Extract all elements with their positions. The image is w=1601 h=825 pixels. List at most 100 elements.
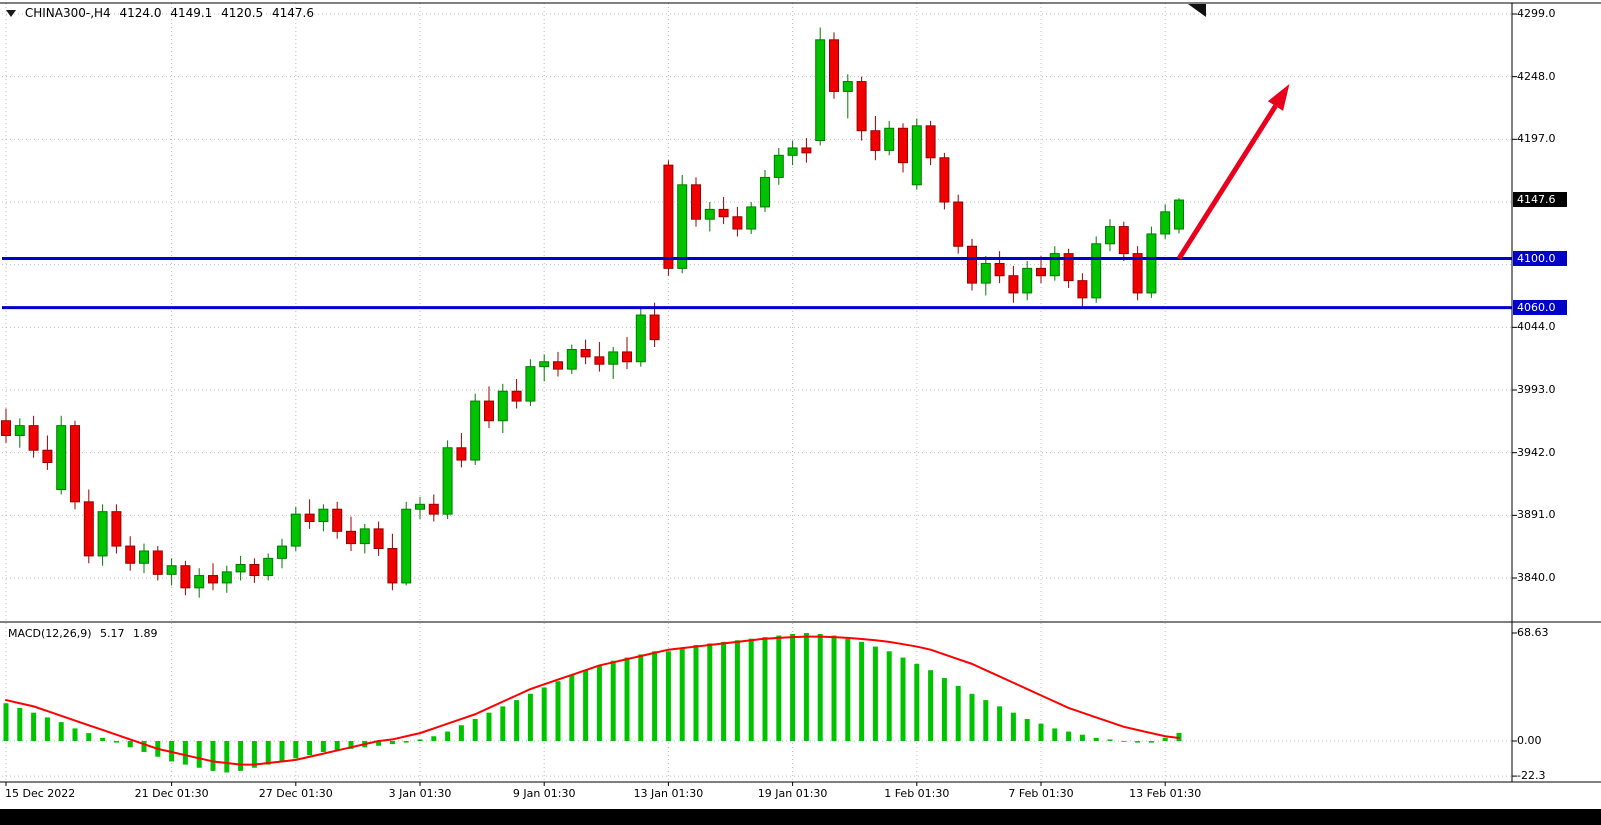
price-axis-label: 3891.0 bbox=[1517, 508, 1556, 522]
candle bbox=[856, 81, 867, 132]
symbol-dropdown-icon[interactable] bbox=[6, 10, 16, 17]
candle bbox=[359, 528, 370, 545]
macd-histogram-bar bbox=[762, 637, 768, 741]
symbol-name: CHINA300-,H4 bbox=[24, 6, 111, 20]
indicator-name: MACD(12,26,9) bbox=[8, 627, 92, 640]
macd-axis-label: 0.00 bbox=[1517, 734, 1542, 747]
candle bbox=[994, 262, 1005, 277]
macd-histogram-bar bbox=[831, 635, 837, 741]
candle bbox=[691, 184, 701, 220]
macd-histogram-bar bbox=[514, 700, 520, 741]
time-axis-label: 13 Feb 01:30 bbox=[1129, 787, 1202, 800]
time-axis-label: 15 Dec 2022 bbox=[5, 787, 76, 800]
candle bbox=[1132, 253, 1143, 294]
macd-histogram-bar bbox=[348, 741, 354, 749]
macd-histogram-bar bbox=[196, 741, 202, 768]
level-price-tag: 4100.0 bbox=[1513, 250, 1567, 266]
candle bbox=[829, 39, 839, 92]
macd-histogram-bar bbox=[997, 706, 1003, 741]
ohlc-high: 4149.1 bbox=[170, 6, 213, 20]
candle bbox=[1008, 275, 1019, 294]
candle bbox=[194, 575, 205, 589]
macd-histogram-bar bbox=[721, 641, 727, 741]
candle bbox=[221, 571, 232, 584]
macd-histogram-bar bbox=[707, 643, 713, 741]
candle bbox=[580, 348, 591, 358]
price-axis-label: 4299.0 bbox=[1517, 7, 1556, 20]
macd-histogram-bar bbox=[210, 741, 216, 771]
candle bbox=[953, 201, 964, 247]
candle bbox=[484, 400, 494, 422]
macd-histogram-bar bbox=[320, 741, 326, 753]
price-axis-label: 4197.0 bbox=[1517, 132, 1556, 146]
macd-histogram-bar bbox=[445, 731, 451, 741]
macd-histogram-bar bbox=[403, 741, 409, 743]
macd-histogram-bar bbox=[1066, 731, 1072, 741]
time-axis-label: 27 Dec 01:30 bbox=[258, 787, 333, 800]
macd-axis-label: -22.3 bbox=[1517, 769, 1546, 783]
macd-histogram-bar bbox=[293, 741, 299, 759]
macd-histogram-bar bbox=[3, 703, 9, 741]
price-axis-label: 3840.0 bbox=[1517, 571, 1556, 585]
candle bbox=[456, 447, 467, 461]
macd-histogram-bar bbox=[100, 737, 106, 741]
macd-histogram-bar bbox=[182, 741, 188, 765]
macd-histogram-bar bbox=[500, 706, 506, 741]
macd-histogram-bar bbox=[928, 670, 934, 741]
candle bbox=[470, 400, 481, 461]
indicator-label: MACD(12,26,9) 5.17 1.89 bbox=[8, 627, 163, 640]
macd-histogram-bar bbox=[596, 665, 602, 741]
macd-histogram-bar bbox=[693, 644, 699, 741]
macd-histogram-bar bbox=[983, 700, 989, 741]
macd-histogram-bar bbox=[1148, 741, 1154, 743]
candle bbox=[139, 550, 149, 564]
candle bbox=[387, 548, 398, 584]
time-axis-label: 9 Jan 01:30 bbox=[512, 787, 576, 800]
candle bbox=[180, 565, 191, 589]
macd-axis-label: 68.63 bbox=[1517, 625, 1549, 639]
candle bbox=[111, 511, 122, 547]
macd-histogram-bar bbox=[803, 633, 809, 741]
macd-histogram-bar bbox=[941, 678, 947, 741]
candle bbox=[635, 314, 646, 363]
candle bbox=[290, 513, 301, 547]
time-axis-label: 13 Jan 01:30 bbox=[633, 787, 704, 800]
macd-histogram-bar bbox=[679, 648, 685, 741]
candle bbox=[677, 184, 688, 269]
candle bbox=[249, 564, 260, 577]
chart-shift-marker-icon[interactable] bbox=[1188, 4, 1206, 17]
trend-arrow-head[interactable] bbox=[1267, 84, 1290, 111]
macd-histogram-bar bbox=[1010, 712, 1016, 741]
candle bbox=[1160, 211, 1171, 235]
macd-histogram-bar bbox=[955, 685, 961, 741]
macd-histogram-bar bbox=[224, 741, 230, 773]
candle bbox=[939, 157, 950, 203]
candle bbox=[263, 557, 274, 577]
macd-histogram-bar bbox=[748, 638, 754, 741]
macd-histogram-bar bbox=[541, 687, 547, 741]
candle bbox=[566, 348, 577, 370]
candle bbox=[760, 176, 770, 208]
candle bbox=[525, 366, 536, 402]
trend-arrow-line[interactable] bbox=[1176, 104, 1278, 260]
candle bbox=[663, 164, 674, 269]
candle bbox=[594, 356, 605, 365]
candle bbox=[304, 513, 315, 522]
candle bbox=[967, 245, 977, 284]
macd-histogram-bar bbox=[472, 718, 478, 741]
macd-histogram-bar bbox=[638, 654, 644, 741]
macd-histogram-bar bbox=[569, 674, 575, 741]
ohlc-close: 4147.6 bbox=[271, 6, 314, 20]
candle bbox=[842, 81, 853, 92]
candle bbox=[732, 216, 743, 230]
candle bbox=[28, 425, 39, 451]
macd-histogram-bar bbox=[859, 641, 865, 741]
candle bbox=[718, 208, 729, 218]
macd-histogram-bar bbox=[113, 741, 119, 743]
candle bbox=[373, 528, 384, 550]
time-axis-label: 7 Feb 01:30 bbox=[1008, 787, 1074, 800]
macd-histogram-bar bbox=[1024, 718, 1030, 741]
candle bbox=[208, 575, 218, 584]
time-axis-label: 19 Jan 01:30 bbox=[757, 787, 828, 800]
